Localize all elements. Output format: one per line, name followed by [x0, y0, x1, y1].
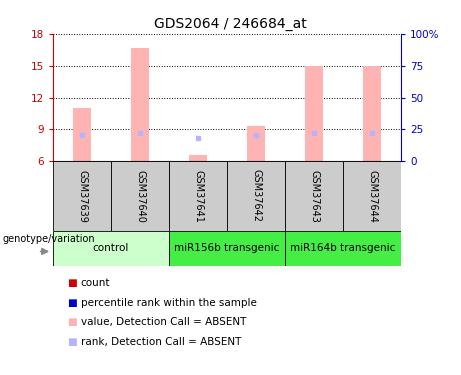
Text: ■: ■: [67, 298, 77, 307]
Bar: [169, 161, 227, 231]
Text: miR156b transgenic: miR156b transgenic: [174, 243, 280, 254]
Text: value, Detection Call = ABSENT: value, Detection Call = ABSENT: [81, 317, 246, 327]
Text: ■: ■: [67, 317, 77, 327]
Bar: [53, 161, 111, 231]
Bar: [343, 161, 401, 231]
Text: percentile rank within the sample: percentile rank within the sample: [81, 298, 257, 307]
Text: GSM37644: GSM37644: [367, 170, 377, 222]
Text: genotype/variation: genotype/variation: [2, 234, 95, 244]
Text: ■: ■: [67, 278, 77, 288]
Text: count: count: [81, 278, 110, 288]
Text: GSM37643: GSM37643: [309, 170, 319, 222]
Text: GSM37640: GSM37640: [135, 170, 145, 222]
Text: GSM37641: GSM37641: [193, 170, 203, 222]
Bar: [169, 231, 285, 266]
Text: GDS2064 / 246684_at: GDS2064 / 246684_at: [154, 17, 307, 31]
Bar: [227, 161, 285, 231]
Text: miR164b transgenic: miR164b transgenic: [290, 243, 396, 254]
Bar: [248, 126, 265, 161]
Bar: [53, 231, 169, 266]
Bar: [285, 161, 343, 231]
Bar: [131, 48, 149, 161]
Text: GSM37642: GSM37642: [251, 170, 261, 222]
Bar: [305, 66, 323, 161]
Bar: [189, 155, 207, 161]
Text: GSM37639: GSM37639: [77, 170, 87, 222]
Bar: [363, 66, 381, 161]
Bar: [111, 161, 169, 231]
Bar: [285, 231, 401, 266]
Text: control: control: [93, 243, 129, 254]
Text: rank, Detection Call = ABSENT: rank, Detection Call = ABSENT: [81, 337, 241, 346]
Bar: [73, 108, 91, 161]
Text: ■: ■: [67, 337, 77, 346]
